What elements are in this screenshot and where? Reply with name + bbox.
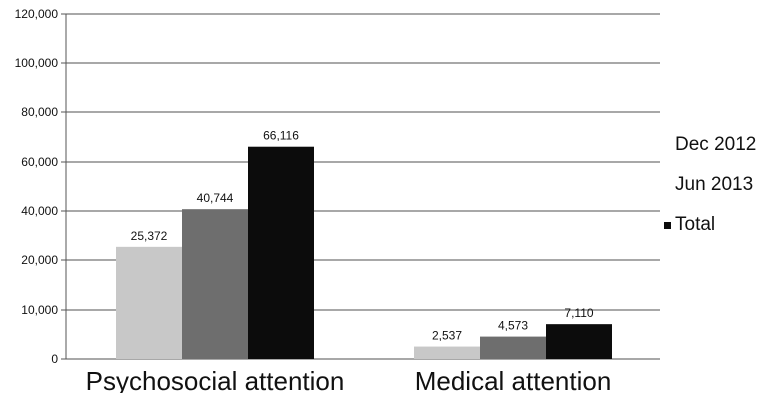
data-label: 4,573 xyxy=(498,319,528,333)
legend-swatch-jun-2013 xyxy=(664,182,671,189)
data-label: 40,744 xyxy=(197,191,234,205)
y-tick-label: 10,000 xyxy=(21,303,58,317)
chart-legend: Dec 2012 Jun 2013 Total xyxy=(664,132,771,252)
bar xyxy=(182,209,248,359)
legend-label-dec-2012: Dec 2012 xyxy=(675,134,757,155)
bar xyxy=(116,246,182,359)
bar xyxy=(546,324,612,359)
data-label: 66,116 xyxy=(263,129,299,143)
legend-item-total: Total xyxy=(664,212,771,238)
x-category-label: Psychosocial attention xyxy=(86,366,345,393)
y-tick-label: 40,000 xyxy=(21,204,58,218)
y-tick-label: 60,000 xyxy=(21,155,58,169)
y-tick-label: 100,000 xyxy=(15,56,59,70)
bar xyxy=(248,146,314,359)
y-tick-label: 20,000 xyxy=(21,253,58,267)
x-category-label: Medical attention xyxy=(415,366,612,393)
legend-swatch-total xyxy=(664,221,671,229)
legend-item-dec-2012: Dec 2012 xyxy=(664,132,771,158)
data-label: 25,372 xyxy=(131,229,168,243)
y-tick-label: 80,000 xyxy=(21,105,58,119)
y-tick-label: 0 xyxy=(51,352,58,366)
data-label: 7,110 xyxy=(564,306,593,320)
bar xyxy=(414,346,480,359)
legend-label-jun-2013: Jun 2013 xyxy=(675,174,754,195)
legend-item-jun-2013: Jun 2013 xyxy=(664,172,771,198)
data-label: 2,537 xyxy=(432,329,462,343)
y-tick-label: 120,000 xyxy=(15,7,59,21)
legend-swatch-dec-2012 xyxy=(664,142,671,149)
legend-label-total: Total xyxy=(675,214,716,235)
bar xyxy=(480,336,546,359)
